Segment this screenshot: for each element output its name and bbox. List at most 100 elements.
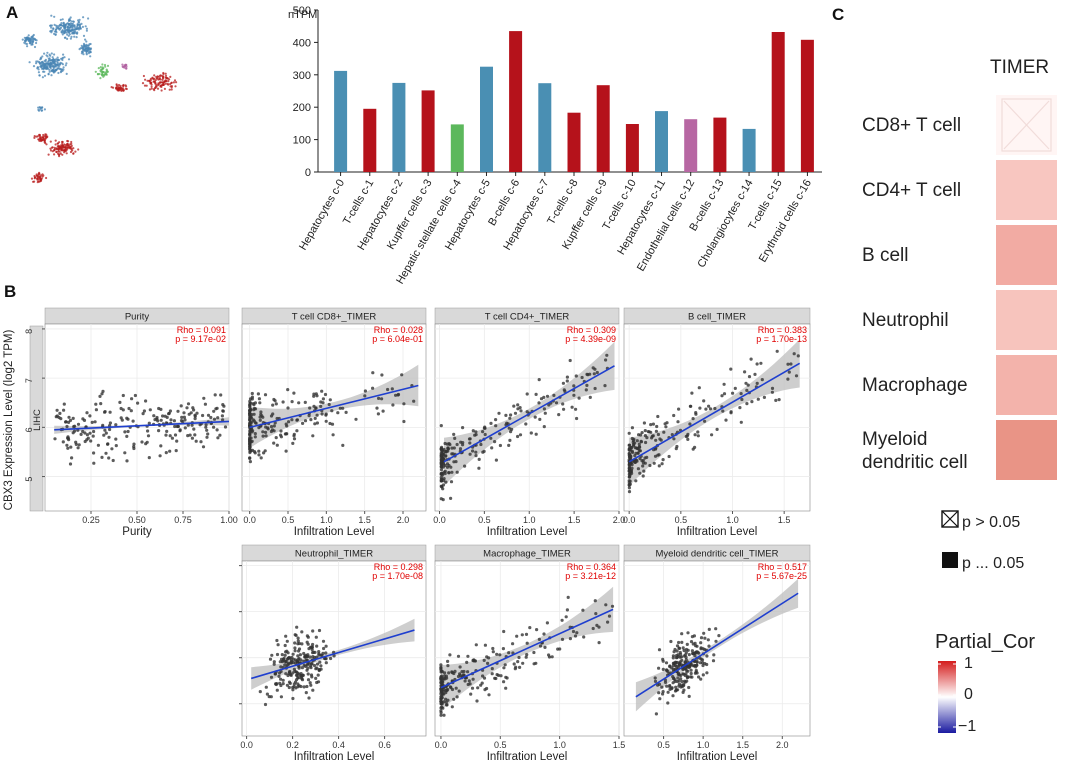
- data-point: [286, 406, 290, 410]
- data-point: [93, 420, 97, 424]
- data-point: [461, 426, 465, 430]
- umap-point: [154, 86, 157, 89]
- data-point: [168, 449, 172, 453]
- data-point: [293, 649, 297, 653]
- umap-point: [82, 53, 85, 56]
- data-point: [689, 668, 693, 672]
- data-point: [274, 682, 278, 687]
- data-point: [273, 399, 277, 403]
- umap-point: [118, 87, 121, 90]
- data-point: [298, 653, 302, 657]
- data-point: [532, 650, 536, 655]
- umap-point: [68, 31, 71, 34]
- data-point: [248, 397, 253, 401]
- umap-point: [64, 23, 67, 26]
- data-point: [146, 429, 150, 433]
- data-point: [473, 659, 477, 663]
- data-point: [252, 403, 256, 407]
- data-point: [106, 442, 110, 446]
- data-point: [525, 653, 529, 657]
- heatmap-row-label: CD8+ T cell: [862, 115, 961, 136]
- data-point: [338, 406, 342, 410]
- data-point: [664, 661, 669, 665]
- umap-point: [50, 26, 53, 29]
- data-point: [524, 632, 529, 637]
- data-point: [542, 632, 546, 636]
- data-point: [463, 679, 467, 683]
- data-point: [760, 378, 764, 382]
- umap-point: [167, 80, 170, 83]
- data-point: [597, 625, 601, 629]
- data-point: [309, 683, 313, 687]
- umap-point: [44, 138, 47, 141]
- data-point: [290, 418, 294, 422]
- data-point: [449, 496, 453, 500]
- data-point: [507, 651, 511, 655]
- umap-point: [158, 81, 162, 84]
- data-point: [258, 401, 262, 405]
- data-point: [394, 393, 398, 397]
- data-point: [585, 383, 589, 387]
- umap-point: [41, 62, 44, 65]
- data-point: [630, 426, 635, 430]
- bar: [363, 108, 377, 172]
- legend-sig-mark: [942, 552, 958, 568]
- umap-point: [106, 64, 110, 67]
- data-point: [512, 404, 516, 408]
- data-point: [153, 418, 157, 422]
- data-point: [504, 675, 508, 679]
- umap-point: [120, 89, 123, 92]
- data-point: [671, 675, 675, 679]
- umap-point: [44, 64, 48, 67]
- panel-title: Neutrophil_TIMER: [295, 549, 373, 560]
- data-point: [439, 424, 443, 428]
- data-point: [441, 680, 445, 684]
- umap-point: [169, 85, 172, 88]
- data-point: [671, 661, 676, 665]
- data-point: [79, 432, 83, 436]
- data-point: [691, 417, 695, 421]
- data-point: [693, 445, 697, 449]
- data-point: [712, 653, 716, 657]
- umap-point: [67, 34, 70, 37]
- data-point: [155, 415, 159, 420]
- data-point: [281, 682, 285, 686]
- legend-ns-label: p > 0.05: [962, 514, 1020, 531]
- umap-point: [124, 84, 127, 87]
- data-point: [498, 432, 502, 436]
- data-point: [550, 655, 554, 659]
- umap-point: [27, 37, 30, 40]
- data-point: [142, 409, 146, 413]
- bar-y-tick-label: 500: [293, 5, 311, 17]
- data-point: [274, 402, 278, 406]
- data-point: [519, 409, 523, 413]
- data-point: [145, 440, 149, 444]
- data-point: [272, 424, 276, 428]
- data-point: [638, 449, 643, 453]
- umap-point: [63, 148, 66, 151]
- data-point: [711, 659, 716, 663]
- data-point: [685, 434, 689, 438]
- umap-point: [33, 45, 37, 49]
- data-point: [85, 433, 89, 437]
- data-point: [447, 471, 451, 475]
- data-point: [92, 429, 96, 434]
- umap-point: [40, 65, 43, 68]
- umap-point: [49, 54, 52, 57]
- data-point: [490, 446, 494, 450]
- umap-point: [105, 71, 108, 74]
- data-point: [258, 418, 262, 422]
- data-point: [452, 432, 456, 436]
- data-point: [446, 659, 450, 664]
- x-tick-label: 0.0: [623, 515, 636, 525]
- umap-point: [164, 74, 168, 77]
- umap-point: [31, 42, 34, 45]
- data-point: [651, 422, 656, 426]
- panel-title: Purity: [125, 312, 150, 323]
- data-point: [499, 674, 503, 678]
- data-point: [250, 391, 254, 396]
- timer-scatter-grid: LIHC CBX3 Expression Level (log2 TPM) Puri…: [3, 307, 811, 763]
- data-point: [657, 648, 662, 652]
- umap-point: [77, 19, 80, 22]
